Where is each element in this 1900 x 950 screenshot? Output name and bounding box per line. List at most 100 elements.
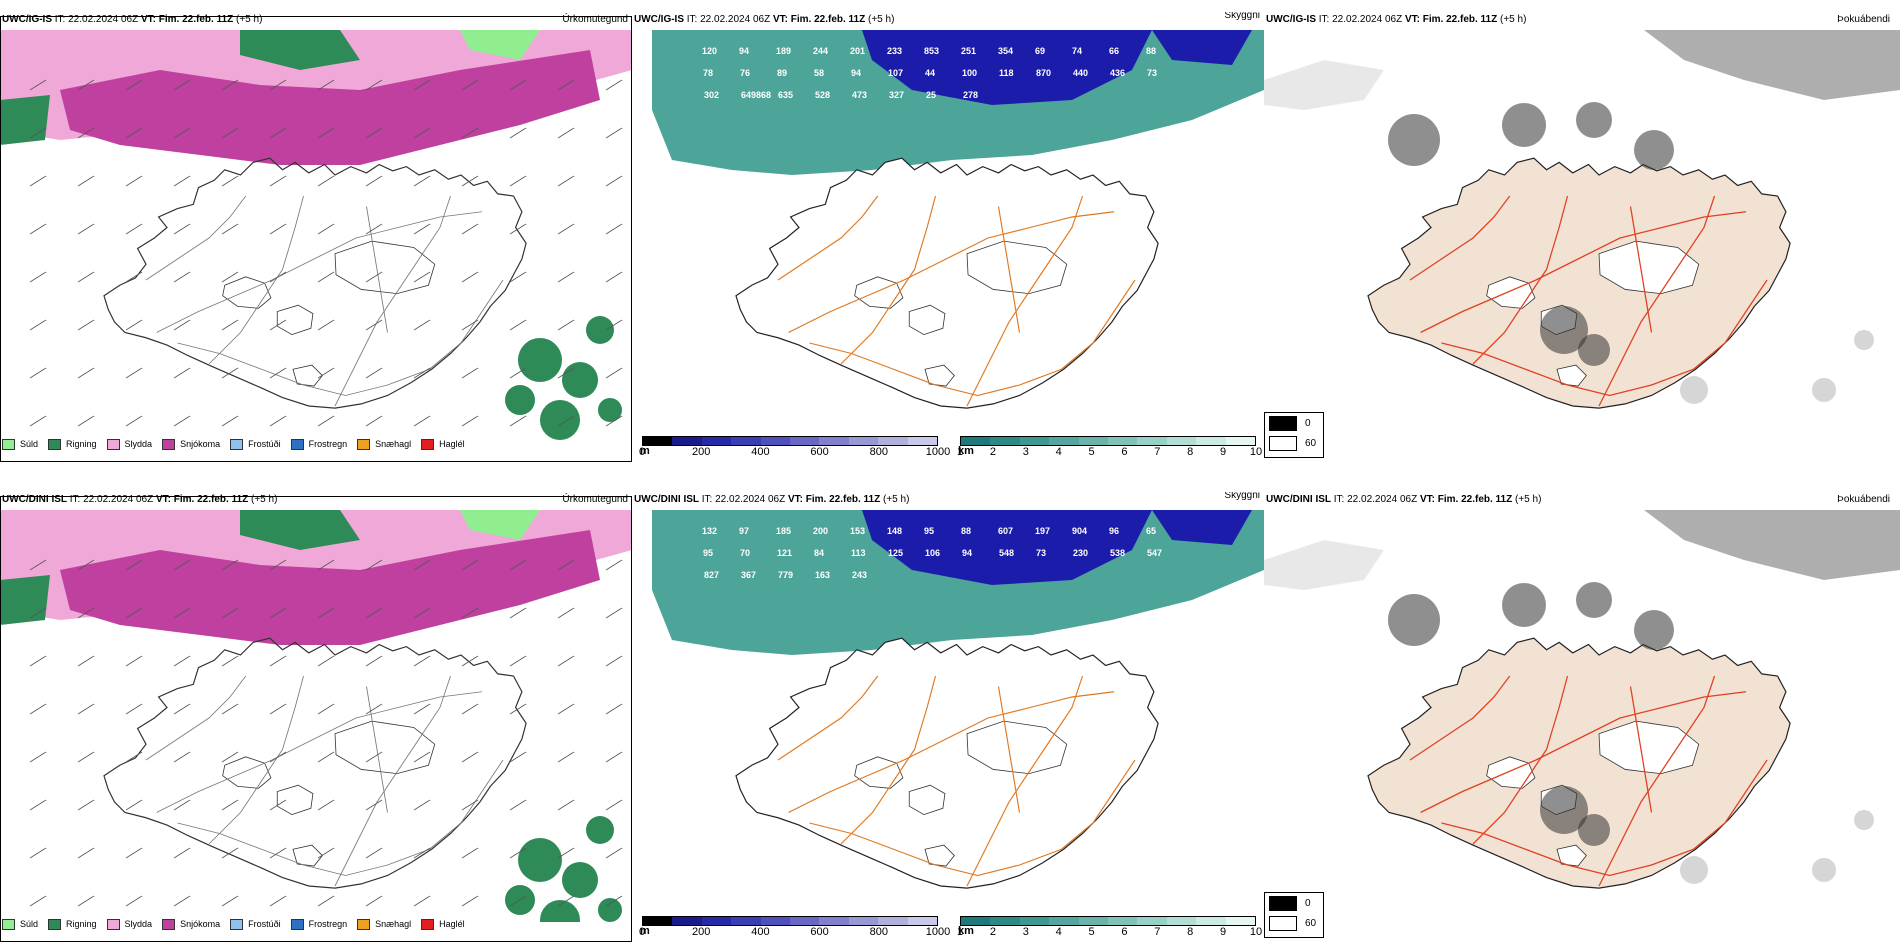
cloud-base-label: 185 [776,526,791,536]
wind-barb [77,895,95,907]
road-line [809,759,1136,877]
cloud-base-label: 163 [815,570,830,580]
fog-blob [1576,582,1612,618]
cloud-base-label: 827 [704,570,719,580]
wind-barb [29,319,47,331]
panel-type-label: Þokuábendi [1837,494,1890,505]
cloud-base-label: 153 [850,526,865,536]
colorbar-tick: 400 [751,926,770,938]
fog-blob [1502,583,1546,627]
cloud-base-label: 278 [963,90,978,100]
wind-barb [125,895,143,907]
wind-barb [461,703,479,715]
colorbar-segment [672,437,702,445]
low-cloud-area [1152,30,1252,65]
legend-label: Snæhagl [375,439,412,449]
wind-barb [77,367,95,379]
wind-barb [557,367,575,379]
row2-precip-panel: UWC/DINI ISL IT: 22.02.2024 06Z VT: Fim.… [0,492,632,942]
wind-barb [173,223,191,235]
wind-barb [173,751,191,763]
model-name: UWC/IG-IS [634,14,684,25]
glacier-outline [854,276,904,309]
it-value: 22.02.2024 06Z [715,494,786,505]
glacier-outline [222,276,272,309]
it-value: 22.02.2024 06Z [68,14,139,25]
panel-type-label: Úrkomutegund [562,14,628,25]
wind-barb [413,79,431,91]
iceland-group [103,157,527,409]
precip-legend-item: Frostregn [290,438,347,450]
vt-label: VT: [1419,494,1435,505]
iceland-coastline [735,637,1159,889]
cloud-base-label: 73 [1036,548,1046,558]
legend-label: Haglél [439,919,465,929]
glacier-outline [276,784,314,816]
wind-barb [413,319,431,331]
colorbar-tick: 0 [638,446,646,458]
legend-swatch [357,438,371,450]
precip-legend: Súld Rigning Slydda Snjókoma Frostúði Frostre… [2,914,475,934]
iceland-coastline [735,157,1159,409]
rain-blob [586,316,614,344]
wind-barb [29,415,47,427]
wind-barb [509,895,527,907]
it-label: IT: [54,14,66,25]
colorbar-segment [1019,917,1050,925]
visibility-colorbar: 1 2 3 4 5 6 7 8 9 10 km [957,916,1262,942]
wind-barb [269,415,287,427]
row1-cloud-header: UWC/IG-IS IT: 22.02.2024 06Z VT: Fim. 22… [634,12,894,28]
legend-swatch [357,918,371,930]
fog-blob [1388,594,1440,646]
wind-barb [29,367,47,379]
colorbar-tick: 1000 [925,446,951,458]
rain-blob [540,400,580,440]
iceland-group [103,637,527,889]
colorbar-strip [642,916,938,926]
wind-barb [77,319,95,331]
road-line [1598,195,1716,407]
wind-barb [173,271,191,283]
cloud-base-colorbar: 0 200 400 600 800 1000 m [639,916,950,942]
cloud-base-label: 95 [924,526,934,536]
wind-barb [125,367,143,379]
wind-barb [29,751,47,763]
rain-blob [518,338,562,382]
wind-barb [557,319,575,331]
it-value: 22.02.2024 06Z [700,14,771,25]
glacier-outline [1486,756,1536,789]
glacier-outline [924,844,955,867]
cloud-base-label: 607 [998,526,1013,536]
wind-barb [461,175,479,187]
wind-barb [317,175,335,187]
legend-swatch [162,918,176,930]
it-label: IT: [69,494,81,505]
cloud-base-label: 230 [1073,548,1088,558]
wind-barb [557,559,575,571]
precip-legend-item: Rigning [48,438,97,450]
colorbar-segment [990,437,1020,445]
wind-barb [173,319,191,331]
legend-swatch [162,438,176,450]
precip-legend-item: Snæhagl [357,438,412,450]
road-line [1598,675,1716,887]
wind-barb [269,271,287,283]
colorbar-tick: 800 [869,926,888,938]
wind-barb [461,799,479,811]
road-line [334,195,451,407]
road-line [208,195,304,365]
wind-barb [317,367,335,379]
cloud-base-label: 649868 [741,90,771,100]
vt-value: Fim. 22.feb. 11Z [805,494,881,505]
precip-legend-item: Frostregn [290,918,347,930]
visibility-colorbar: 1 2 3 4 5 6 7 8 9 10 km [957,436,1262,462]
wind-barb [413,127,431,139]
legend-label: Slydda [124,439,153,449]
row2-fog-header: UWC/DINI ISL IT: 22.02.2024 06Z VT: Fim.… [1266,492,1541,508]
wind-barb [125,607,143,619]
road-line [788,211,1115,334]
road-line [1420,211,1747,334]
it-label: IT: [686,14,698,25]
colorbar-segment [878,917,908,925]
cloud-base-label: 327 [889,90,904,100]
